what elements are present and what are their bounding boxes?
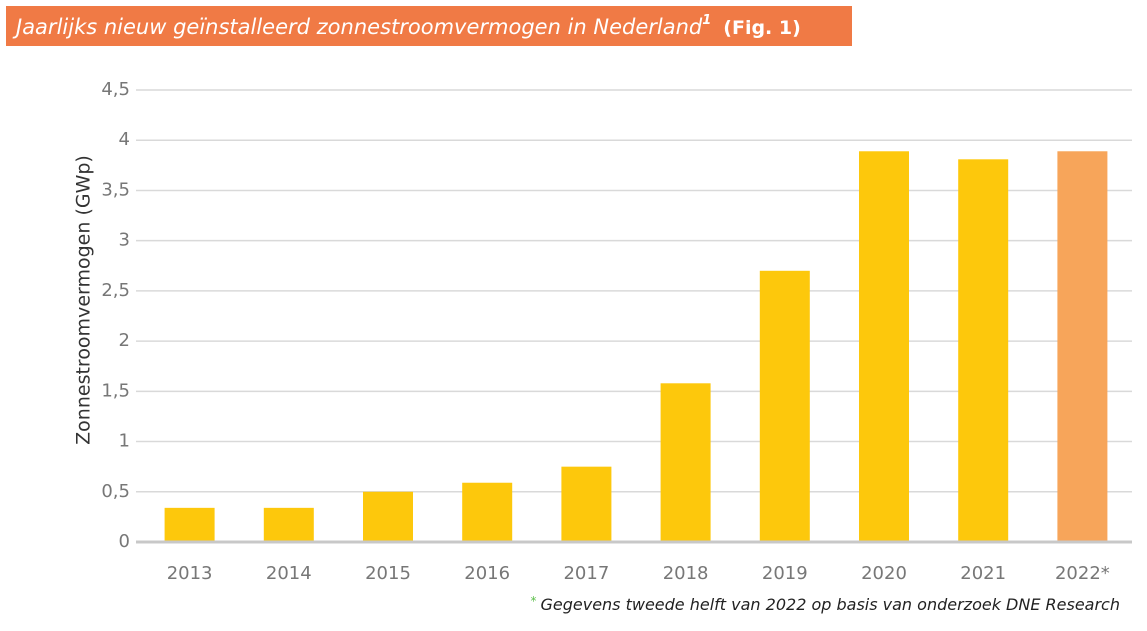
y-tick-label: 4: [119, 129, 130, 150]
footnote: Gegevens tweede helft van 2022 op basis …: [540, 595, 1120, 614]
bar: [958, 159, 1009, 542]
bar: [1057, 151, 1108, 542]
title-banner: [6, 6, 852, 46]
x-tick-label: 2015: [365, 563, 411, 584]
bar: [660, 383, 711, 542]
bar: [363, 491, 413, 542]
x-tick-label: 2018: [663, 563, 709, 584]
x-tick-label: 2022*: [1055, 563, 1110, 584]
x-tick-label: 2020: [861, 563, 907, 584]
chart-title: Jaarlijks nieuw geïnstalleerd zonnestroo…: [12, 15, 703, 39]
y-tick-label: 2,5: [101, 280, 130, 301]
y-tick-label: 2: [119, 330, 130, 351]
x-tick-label: 2019: [762, 563, 808, 584]
x-tick-label: 2016: [464, 563, 510, 584]
title-group: Jaarlijks nieuw geïnstalleerd zonnestroo…: [12, 13, 801, 40]
footnote-group: * Gegevens tweede helft van 2022 op basis…: [530, 594, 1120, 614]
y-tick-label: 4,5: [101, 79, 130, 100]
x-tick-label: 2014: [266, 563, 312, 584]
y-tick-label: 3,5: [101, 179, 130, 200]
footnote-marker: *: [530, 594, 536, 608]
x-tick-label: 2017: [563, 563, 609, 584]
y-tick-label: 3: [119, 230, 130, 251]
y-tick-label: 1,5: [101, 380, 130, 401]
figure-label: (Fig. 1): [723, 17, 801, 39]
bar: [859, 151, 909, 542]
bar: [561, 466, 612, 542]
bar: [462, 482, 513, 542]
x-tick-label: 2021: [960, 563, 1006, 584]
bar: [263, 507, 314, 542]
y-tick-label: 0: [119, 531, 130, 552]
y-tick-label: 1: [119, 431, 130, 452]
bar: [759, 270, 810, 542]
y-tick-label: 0,5: [101, 481, 130, 502]
bar: [164, 507, 215, 542]
x-tick-label: 2013: [167, 563, 213, 584]
y-axis-label: Zonnestroomvermogen (GWp): [73, 155, 95, 445]
title-superscript: 1: [702, 13, 711, 28]
